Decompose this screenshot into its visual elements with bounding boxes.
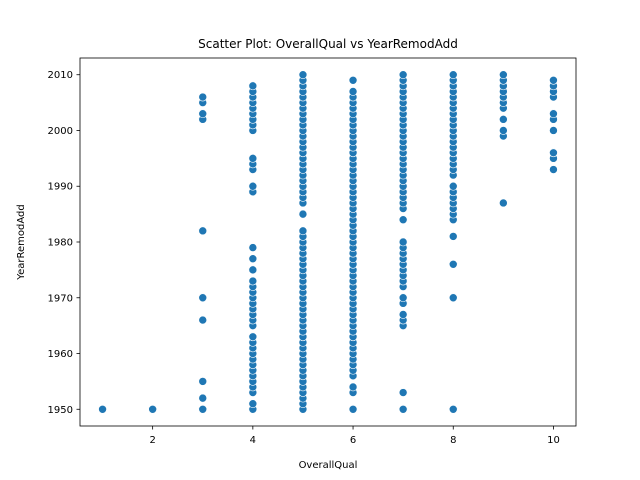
scatter-point — [448, 232, 458, 241]
scatter-point — [398, 293, 408, 303]
scatter-point — [398, 237, 408, 247]
scatter-point — [198, 393, 208, 403]
y-tick-label: 1950 — [48, 405, 73, 416]
chart-title: Scatter Plot: OverallQual vs YearRemodAd… — [198, 37, 458, 51]
scatter-point — [248, 181, 258, 191]
x-axis: 2 4 6 8 10 — [149, 426, 560, 446]
scatter-point — [348, 382, 358, 392]
y-tick-label: 1980 — [48, 238, 73, 249]
scatter-point — [198, 377, 208, 386]
scatter-point — [248, 81, 258, 91]
scatter-point — [248, 276, 258, 286]
scatter-point — [348, 87, 358, 96]
scatter-point — [198, 315, 208, 325]
scatter-point — [549, 165, 558, 174]
x-tick-label: 10 — [547, 435, 560, 446]
scatter-point — [98, 404, 107, 414]
y-tick-label: 2000 — [48, 126, 73, 137]
scatter-point — [298, 209, 308, 219]
scatter-point — [148, 404, 157, 414]
scatter-point — [549, 76, 558, 85]
scatter-point — [248, 332, 258, 342]
scatter-point — [448, 181, 458, 191]
scatter-point — [398, 215, 408, 224]
scatter-point — [398, 404, 408, 414]
x-tick-label: 8 — [450, 435, 456, 446]
scatter-point — [448, 259, 458, 269]
scatter-point — [398, 388, 408, 397]
scatter-point — [499, 70, 508, 80]
scatter-point — [499, 115, 508, 124]
scatter-point — [549, 126, 558, 135]
scatter-point — [198, 109, 208, 119]
y-tick-label: 1990 — [48, 182, 73, 193]
scatter-point — [198, 226, 208, 236]
scatter-point — [549, 148, 558, 158]
y-tick-label: 2010 — [48, 70, 73, 81]
scatter-point — [348, 76, 358, 85]
scatter-point — [549, 109, 558, 119]
scatter-point — [448, 70, 458, 80]
scatter-point — [398, 70, 408, 80]
scatter-point — [298, 226, 308, 236]
scatter-point — [248, 399, 258, 409]
y-axis-label: YearRemodAdd — [16, 204, 27, 280]
scatter-point — [248, 265, 258, 275]
x-tick-label: 4 — [250, 435, 256, 446]
x-tick-label: 2 — [149, 435, 155, 446]
scatter-point — [248, 254, 258, 264]
y-tick-label: 1960 — [48, 349, 73, 360]
scatter-point — [499, 198, 508, 208]
scatter-point — [198, 92, 208, 102]
scatter-point — [398, 310, 408, 319]
scatter-point — [448, 404, 458, 414]
scatter-point — [248, 243, 258, 252]
points-layer — [98, 70, 558, 414]
x-tick-label: 6 — [350, 435, 356, 446]
scatter-point — [499, 126, 508, 135]
scatter-point — [298, 70, 308, 80]
y-tick-label: 1970 — [48, 293, 73, 304]
y-axis: 1950 1960 1970 1980 1990 2000 2010 — [48, 70, 80, 416]
scatter-point — [248, 154, 258, 163]
scatter-point — [198, 404, 208, 414]
scatter-point — [198, 293, 208, 303]
scatter-point — [448, 293, 458, 303]
x-axis-label: OverallQual — [299, 460, 358, 471]
scatter-point — [348, 404, 358, 414]
